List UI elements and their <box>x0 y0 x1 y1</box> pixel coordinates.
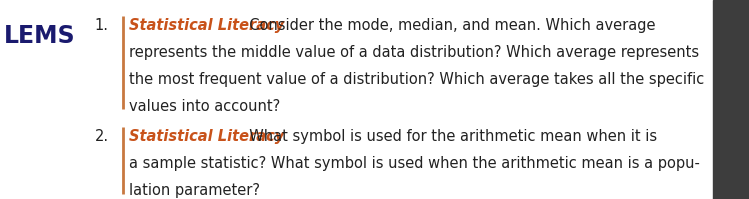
Text: lation parameter?: lation parameter? <box>129 183 260 198</box>
Text: LEMS: LEMS <box>4 24 76 48</box>
Text: 2.: 2. <box>94 129 109 144</box>
Text: represents the middle value of a data distribution? Which average represents: represents the middle value of a data di… <box>129 45 699 60</box>
Text: What symbol is used for the arithmetic mean when it is: What symbol is used for the arithmetic m… <box>240 129 657 144</box>
Text: 1.: 1. <box>94 18 109 33</box>
Text: Statistical Literacy: Statistical Literacy <box>129 18 284 33</box>
Text: Statistical Literacy: Statistical Literacy <box>129 129 284 144</box>
Text: Consider the mode, median, and mean. Which average: Consider the mode, median, and mean. Whi… <box>240 18 655 33</box>
Text: the most frequent value of a distribution? Which average takes all the specific: the most frequent value of a distributio… <box>129 72 704 87</box>
Text: values into account?: values into account? <box>129 99 280 113</box>
Bar <box>713 0 749 199</box>
Text: a sample statistic? What symbol is used when the arithmetic mean is a popu-: a sample statistic? What symbol is used … <box>129 156 700 171</box>
